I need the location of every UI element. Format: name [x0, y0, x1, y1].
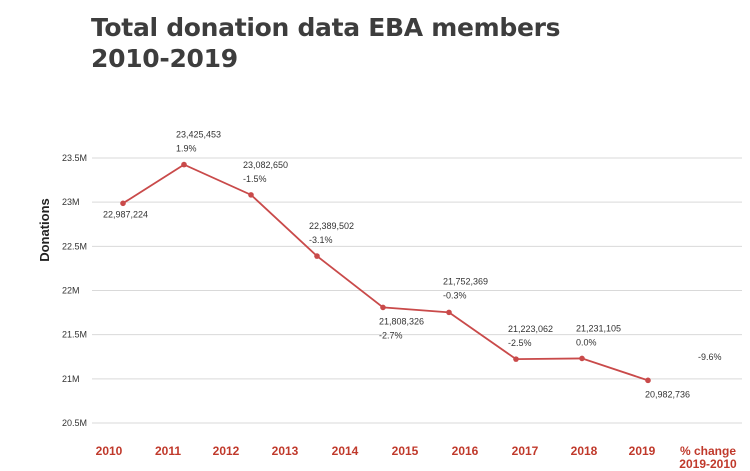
series-line	[122, 163, 649, 382]
data-point	[645, 377, 651, 384]
chart-title: Total donation data EBA members 2010-201…	[91, 12, 611, 74]
y-axis-label: Donations	[37, 198, 52, 262]
x-tick-label: 2011	[155, 444, 181, 458]
y-tick-label: 22M	[62, 286, 80, 296]
data-change-label: -2.5%	[508, 338, 532, 348]
data-change-label: 0.0%	[576, 337, 597, 347]
data-change-label: -1.5%	[243, 174, 267, 184]
data-value-label: 21,808,326	[379, 316, 424, 326]
data-value-label: 23,425,453	[176, 130, 221, 140]
total-change-label: -9.6%	[698, 352, 722, 362]
y-tick-label: 20.5M	[62, 418, 87, 428]
data-point	[120, 200, 126, 207]
data-point	[513, 356, 519, 362]
data-point	[579, 355, 585, 362]
data-change-label: -0.3%	[443, 290, 467, 300]
data-value-label: 21,752,369	[443, 276, 488, 286]
y-tick-label: 22.5M	[62, 241, 87, 251]
data-change-label: -3.1%	[309, 235, 333, 245]
data-point	[181, 161, 187, 168]
x-tick-label-total-change: % change	[680, 444, 736, 458]
data-change-label: 1.9%	[176, 144, 197, 154]
data-point	[314, 253, 320, 259]
x-tick-label: 2014	[332, 444, 359, 458]
x-tick-label: 2019	[629, 444, 656, 458]
x-tick-label-total-change: 2019-2010	[679, 457, 737, 471]
x-tick-label: 2010	[96, 444, 123, 458]
data-change-label: -2.7%	[379, 330, 403, 340]
y-tick-label: 23M	[62, 197, 80, 207]
data-value-label: 21,231,105	[576, 323, 621, 333]
x-tick-label: 2012	[213, 444, 240, 458]
chart-title-line-2: 2010-2019	[91, 44, 238, 73]
data-point	[248, 192, 254, 198]
chart-title-line-1: Total donation data EBA members	[91, 13, 561, 42]
y-tick-label: 21.5M	[62, 330, 87, 340]
data-value-label: 22,389,502	[309, 221, 354, 231]
data-value-label: 23,082,650	[243, 160, 288, 170]
data-point	[446, 309, 452, 316]
data-value-label: 22,987,224	[103, 209, 148, 219]
y-tick-label: 23.5M	[62, 153, 87, 163]
x-tick-label: 2013	[272, 444, 299, 458]
x-tick-label: 2015	[392, 444, 419, 458]
x-tick-label: 2016	[452, 444, 479, 458]
x-tick-label: 2017	[512, 444, 539, 458]
data-value-label: 20,982,736	[645, 389, 690, 399]
data-value-label: 21,223,062	[508, 324, 553, 334]
x-tick-label: 2018	[571, 444, 598, 458]
y-tick-label: 21M	[62, 374, 80, 384]
data-point	[380, 304, 386, 311]
